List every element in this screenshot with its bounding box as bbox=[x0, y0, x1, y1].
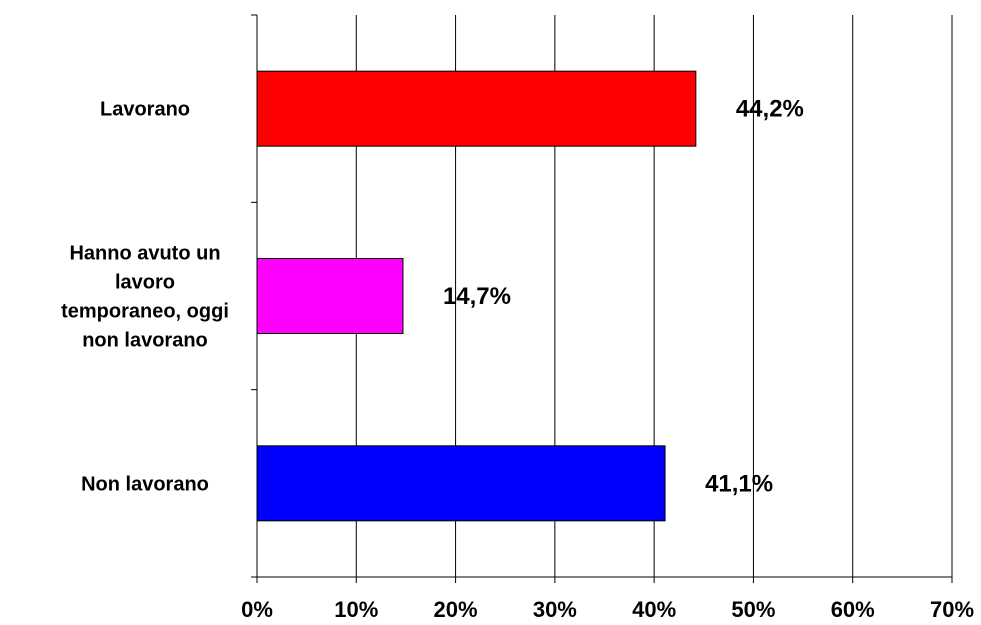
bar-2 bbox=[256, 445, 666, 522]
data-label: 44,2% bbox=[736, 96, 804, 123]
category-label: Non lavorano bbox=[81, 473, 209, 495]
bar-1 bbox=[256, 258, 404, 334]
category-label: Lavorano bbox=[100, 99, 190, 121]
category-label: temporaneo, oggi bbox=[61, 301, 229, 323]
x-tick-label: 70% bbox=[930, 597, 974, 622]
x-tick-label: 40% bbox=[632, 597, 676, 622]
category-label: Hanno avuto un bbox=[69, 243, 220, 265]
x-tick-label: 30% bbox=[533, 597, 577, 622]
bar-0 bbox=[256, 70, 697, 147]
x-tick-label: 20% bbox=[434, 597, 478, 622]
data-label: 41,1% bbox=[705, 470, 773, 497]
x-tick-label: 0% bbox=[241, 597, 273, 622]
x-tick-label: 60% bbox=[831, 597, 875, 622]
x-tick-label: 50% bbox=[731, 597, 775, 622]
x-tick-label: 10% bbox=[334, 597, 378, 622]
category-label: lavoro bbox=[115, 272, 175, 294]
data-label: 14,7% bbox=[443, 283, 511, 310]
category-label: non lavorano bbox=[82, 330, 208, 352]
